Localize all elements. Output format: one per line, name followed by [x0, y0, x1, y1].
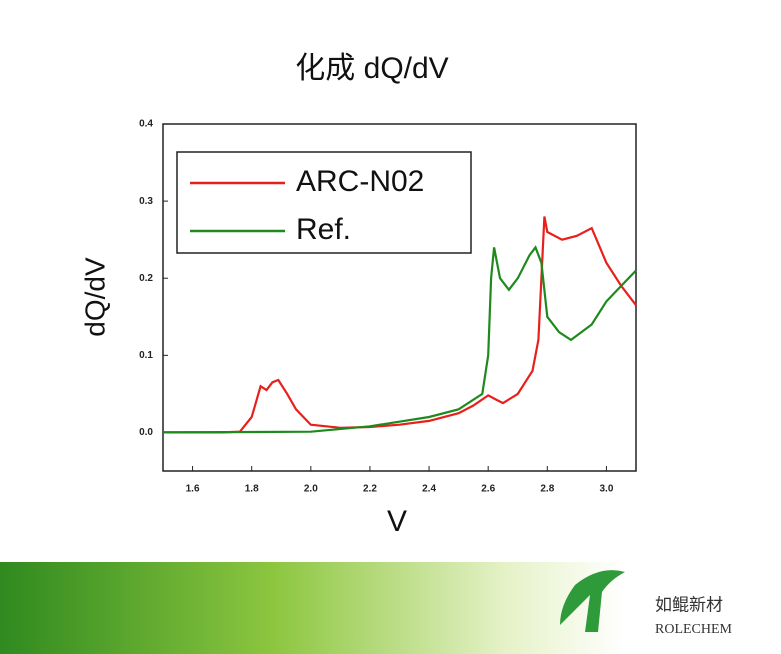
footer-band [0, 562, 781, 654]
legend-label: Ref. [296, 213, 351, 246]
plot-frame [162, 123, 637, 472]
x-tick-label: 2.0 [304, 484, 318, 495]
y-tick-label: 0.1 [139, 350, 153, 361]
x-tick-label: 3.0 [599, 484, 613, 495]
brand-cn: 如鲲新材 [655, 596, 723, 616]
x-tick-label: 2.8 [540, 484, 554, 495]
brand-en: ROLECHEM [655, 622, 733, 637]
data-line [163, 216, 637, 434]
y-tick-label: 0.2 [139, 273, 153, 284]
x-tick-label: 1.8 [245, 484, 259, 495]
chart-title: 化成 dQ/dV [295, 52, 448, 85]
y-tick-label: 0.0 [139, 427, 153, 438]
legend-box [176, 151, 472, 254]
x-tick-label: 1.6 [186, 484, 200, 495]
data-line [162, 245, 637, 434]
logo-mark [560, 570, 625, 632]
x-tick-label: 2.6 [481, 484, 495, 495]
y-axis-label: dQ/dV [79, 257, 110, 337]
x-axis-label: V [387, 505, 407, 538]
x-tick-label: 2.4 [422, 484, 436, 495]
x-tick-label: 2.2 [363, 484, 377, 495]
y-tick-label: 0.3 [139, 196, 153, 207]
y-tick-label: 0.4 [139, 119, 153, 130]
legend-label: ARC-N02 [296, 165, 424, 198]
